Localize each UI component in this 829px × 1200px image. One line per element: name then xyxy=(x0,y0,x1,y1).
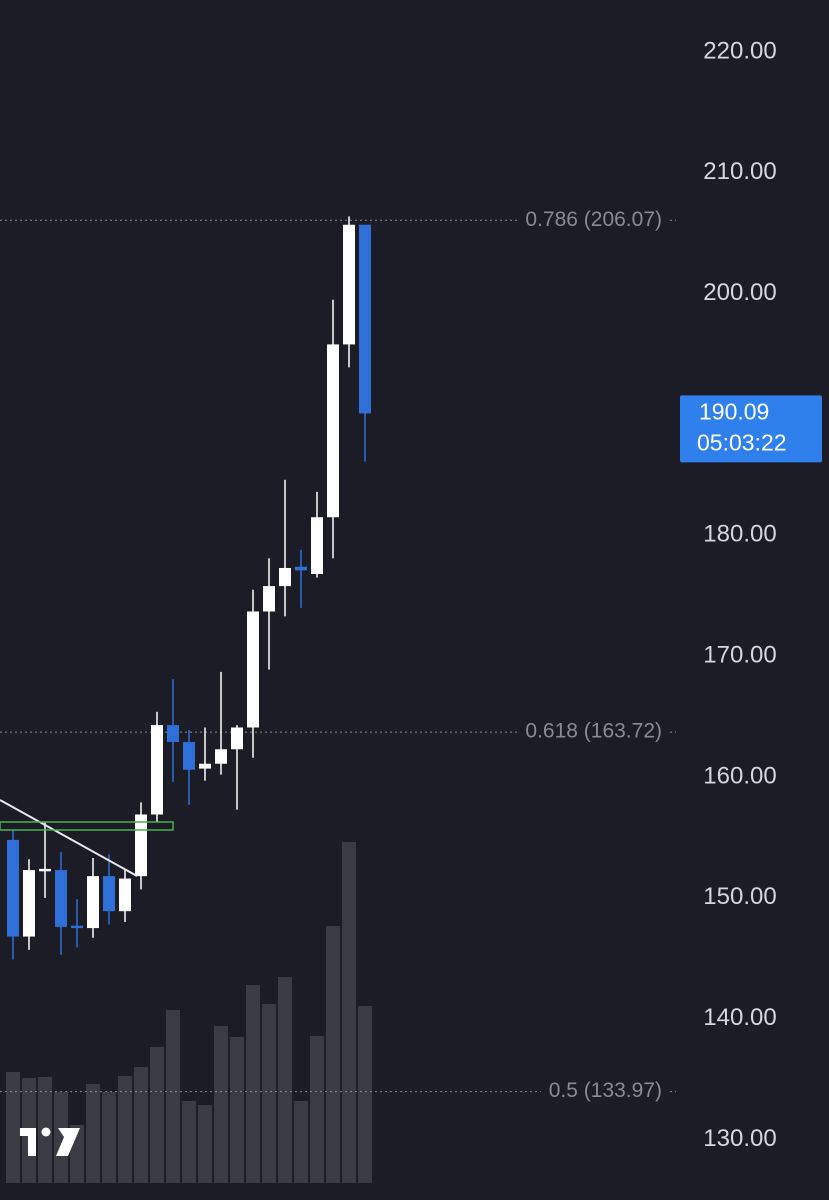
candle-body xyxy=(295,566,307,571)
volume-bar xyxy=(278,977,292,1183)
y-tick-label: 150.00 xyxy=(703,883,776,910)
candle-body xyxy=(135,814,147,877)
candle-body xyxy=(23,870,35,937)
plot: 220.00 210.00 200.00 180.00 170.00 160.00 150.… xyxy=(0,37,822,1183)
volume-bar xyxy=(262,1004,276,1183)
volume-bar xyxy=(150,1047,164,1183)
volume-bar xyxy=(214,1026,228,1183)
trend-line xyxy=(0,799,138,877)
volume-bar xyxy=(6,1072,20,1183)
volume-bar xyxy=(326,926,340,1183)
candle-body xyxy=(119,878,131,912)
y-tick-label: 130.00 xyxy=(703,1125,776,1152)
candle-body xyxy=(87,876,99,929)
volume-bar xyxy=(102,1092,116,1183)
y-tick-label: 170.00 xyxy=(703,642,776,669)
candle-body xyxy=(71,925,83,929)
volume-bar xyxy=(310,1036,324,1183)
level-label: 0.786 (206.07) xyxy=(525,208,662,231)
candle-body xyxy=(199,763,211,769)
candle-body xyxy=(359,224,371,414)
y-tick-label: 180.00 xyxy=(703,521,776,548)
volume-bar xyxy=(342,842,356,1183)
price-label: 190.09 xyxy=(699,398,769,424)
volume-bar xyxy=(182,1101,196,1183)
volume-bar xyxy=(166,1010,180,1183)
volume-bar xyxy=(134,1067,148,1183)
candle-body xyxy=(167,725,179,742)
level-label: 0.618 (163.72) xyxy=(525,720,662,743)
volume-bar xyxy=(230,1037,244,1183)
y-tick-label: 220.00 xyxy=(703,37,776,64)
candle-body xyxy=(183,741,195,770)
candle-body xyxy=(279,567,291,587)
volume-bar xyxy=(358,1006,372,1183)
candle-body xyxy=(327,344,339,518)
y-tick-label: 200.00 xyxy=(703,279,776,306)
zone-box xyxy=(0,821,174,831)
volume-bar xyxy=(246,985,260,1183)
y-tick-label: 210.00 xyxy=(703,158,776,185)
volume-bar xyxy=(54,1092,68,1183)
price-badge xyxy=(680,395,822,463)
candle-body xyxy=(311,517,323,575)
volume-bar xyxy=(198,1105,212,1183)
level-label: 0.5 (133.97) xyxy=(549,1079,662,1102)
candle-body xyxy=(151,725,163,815)
volume-bar xyxy=(118,1076,132,1183)
candle-body xyxy=(215,749,227,764)
candle-body xyxy=(231,727,243,750)
y-tick-label: 160.00 xyxy=(703,762,776,789)
candle-body xyxy=(247,611,259,728)
volume-bar xyxy=(294,1101,308,1183)
y-tick-label: 140.00 xyxy=(703,1004,776,1031)
countdown-label: 05:03:22 xyxy=(697,429,787,455)
candle-body xyxy=(103,876,115,912)
volume-bar xyxy=(86,1084,100,1183)
candle-body xyxy=(55,870,67,927)
logo xyxy=(20,1127,80,1156)
candle-body xyxy=(343,224,355,345)
candle-body xyxy=(7,839,19,937)
candle-body xyxy=(39,868,51,872)
candle-body xyxy=(263,586,275,612)
